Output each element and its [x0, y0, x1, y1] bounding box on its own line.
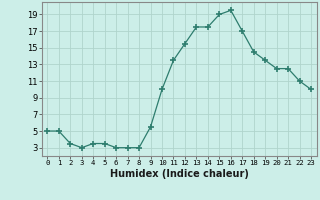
X-axis label: Humidex (Indice chaleur): Humidex (Indice chaleur)	[110, 169, 249, 179]
